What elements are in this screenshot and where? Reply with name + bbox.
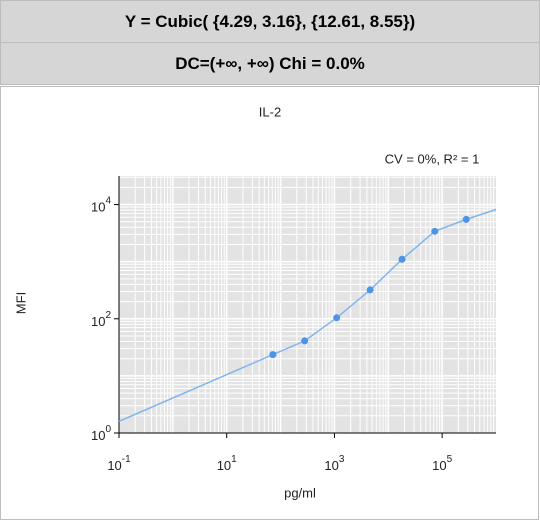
x-axis-label: pg/ml bbox=[284, 485, 316, 500]
point bbox=[398, 255, 406, 263]
tick-exponent: -1 bbox=[122, 454, 131, 465]
y-tick-label: 104 bbox=[91, 195, 111, 215]
x-tick-label: 103 bbox=[324, 454, 344, 474]
point bbox=[301, 337, 309, 345]
point bbox=[431, 227, 439, 235]
y-tick-label: 100 bbox=[91, 424, 111, 444]
tick-exponent: 4 bbox=[105, 195, 111, 206]
fit-equation: Y = Cubic( {4.29, 3.16}, {12.61, 8.55}) bbox=[0, 0, 540, 43]
tick-exponent: 0 bbox=[105, 424, 111, 435]
tick-base: 10 bbox=[91, 428, 105, 443]
chart-title: IL-2 bbox=[259, 104, 281, 119]
fit-stats: DC=(+∞, +∞) Chi = 0.0% bbox=[0, 42, 540, 85]
point bbox=[366, 286, 374, 294]
tick-exponent: 5 bbox=[447, 454, 453, 465]
chart: IL-2 CV = 0%, R² = 1 pg/ml MFI 10-1 101 10… bbox=[0, 86, 539, 520]
tick-base: 10 bbox=[107, 458, 121, 473]
tick-base: 10 bbox=[324, 458, 338, 473]
point bbox=[333, 314, 341, 322]
tick-base: 10 bbox=[217, 458, 231, 473]
tick-exponent: 3 bbox=[339, 454, 345, 465]
y-axis-label: MFI bbox=[13, 292, 28, 314]
tick-exponent: 1 bbox=[231, 454, 237, 465]
x-tick-label: 10-1 bbox=[107, 454, 131, 474]
point bbox=[462, 215, 470, 223]
plot-area bbox=[119, 176, 496, 433]
x-tick-label: 101 bbox=[217, 454, 237, 474]
annotation: CV = 0%, R² = 1 bbox=[385, 151, 480, 166]
point bbox=[269, 351, 277, 359]
tick-base: 10 bbox=[432, 458, 446, 473]
y-tick-label: 102 bbox=[91, 309, 111, 329]
tick-base: 10 bbox=[91, 314, 105, 329]
tick-base: 10 bbox=[91, 200, 105, 215]
x-tick-label: 105 bbox=[432, 454, 452, 474]
tick-exponent: 2 bbox=[105, 309, 111, 320]
